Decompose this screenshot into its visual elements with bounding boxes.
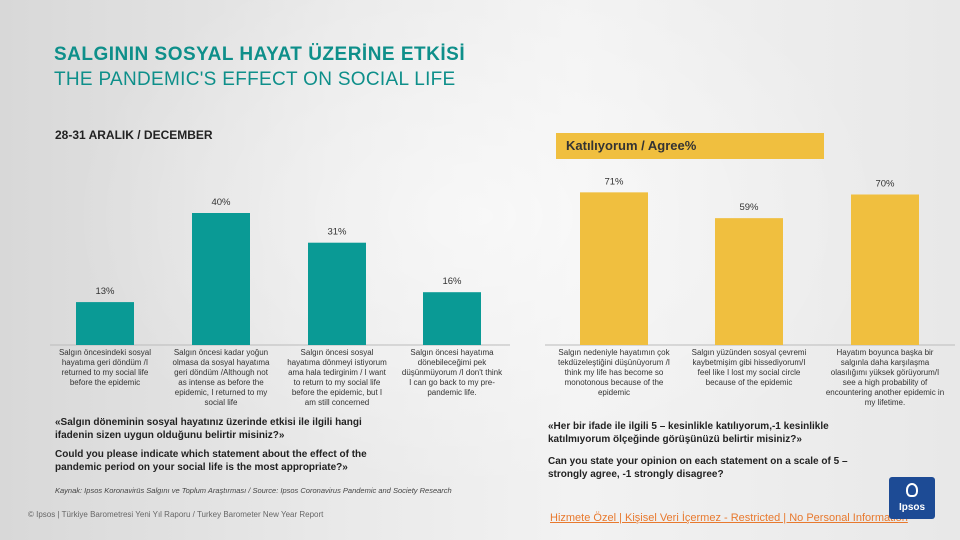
chart-0-bar-2 — [308, 242, 366, 345]
question-left-turkish: «Salgın döneminin sosyal hayatınız üzeri… — [55, 417, 362, 441]
chart-1-bar-0 — [580, 192, 648, 345]
chart-1-bar-1 — [715, 218, 783, 345]
survey-date: 28-31 ARALIK / DECEMBER — [55, 128, 213, 142]
chart-1-value-label-1: 59% — [739, 202, 759, 213]
ipsos-logo: Ipsos — [889, 477, 935, 519]
question-right-turkish: «Her bir ifade ile ilgili 5 – kesinlikle… — [548, 421, 829, 445]
chart-1-category-label-0: Salgın nedeniyle hayatımın çok tekdüzeleş… — [558, 348, 671, 397]
logo-mark-icon — [906, 483, 918, 497]
chart-0-category-label-2: Salgın öncesi sosyal hayatıma dönmeyi ist… — [287, 348, 387, 407]
chart-1-value-label-0: 71% — [604, 176, 624, 187]
chart-0-bar-0 — [76, 302, 134, 345]
agree-legend: Katılıyorum / Agree% — [556, 133, 824, 159]
question-left-english: Could you please indicate which statemen… — [55, 449, 367, 473]
chart-0-category-label-0: Salgın öncesindeki sosyal hayatıma geri d… — [59, 348, 151, 387]
right-bar-chart: 71% Salgın nedeniyle hayatımın çok tekdüze… — [545, 176, 955, 407]
chart-1-category-label-2: Hayatım boyunca başka bir salgınla daha k… — [826, 348, 944, 407]
classification-link[interactable]: Hizmete Özel | Kişisel Veri İçermez - Re… — [550, 512, 908, 524]
chart-0-bar-3 — [423, 292, 481, 345]
chart-0-value-label-0: 13% — [95, 286, 115, 297]
chart-0-value-label-2: 31% — [327, 227, 347, 238]
title-turkish: SALGININ SOSYAL HAYAT ÜZERİNE ETKİSİ — [54, 44, 466, 65]
chart-0-value-label-3: 16% — [442, 276, 462, 287]
footer-text: © Ipsos | Türkiye Barometresi Yeni Yıl R… — [28, 510, 324, 519]
question-right-english: Can you state your opinion on each state… — [548, 456, 848, 480]
chart-0-bar-1 — [192, 213, 250, 345]
chart-0-value-label-1: 40% — [211, 197, 231, 208]
source-note: Kaynak: Ipsos Koronavirüs Salgını ve Top… — [55, 486, 452, 495]
chart-1-category-label-1: Salgın yüzünden sosyal çevremi kaybetmişi… — [692, 348, 807, 387]
chart-0-category-label-3: Salgın öncesi hayatıma dönebileceğimi pek… — [402, 348, 503, 397]
chart-0-category-label-1: Salgın öncesi kadar yoğun olmasa da sosya… — [173, 348, 270, 407]
chart-1-value-label-2: 70% — [875, 179, 895, 190]
chart-1-bar-2 — [851, 194, 919, 345]
title-english: THE PANDEMIC'S EFFECT ON SOCIAL LIFE — [54, 69, 456, 90]
left-bar-chart: 13% Salgın öncesindeki sosyal hayatıma ger… — [50, 197, 510, 407]
logo-text: Ipsos — [898, 502, 926, 513]
